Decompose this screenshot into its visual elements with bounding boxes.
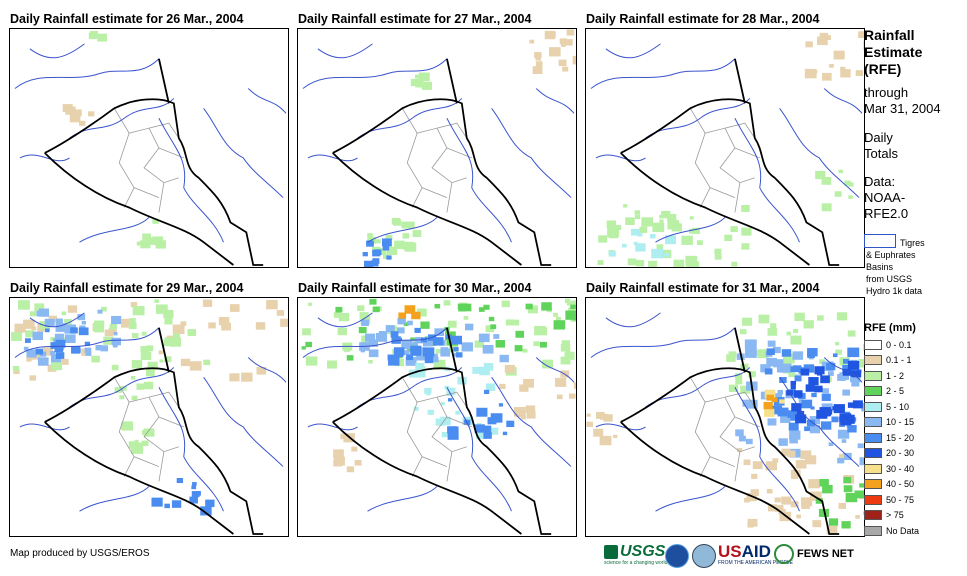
basin-legend-line-1: Tigres [900, 238, 925, 248]
legend-label: 0 - 0.1 [886, 339, 912, 350]
basin-legend-line-3: Basins [866, 262, 894, 272]
legend-label: 30 - 40 [886, 463, 915, 474]
legend-item: 0 - 0.1 [864, 338, 912, 351]
legend-item: 0.1 - 1 [864, 354, 912, 367]
legend-item: No Data [864, 524, 919, 537]
sidebar-date: Mar 31, 2004 [864, 101, 941, 116]
legend-swatch [864, 510, 882, 520]
legend-item: 30 - 40 [864, 462, 914, 475]
legend-swatch [864, 432, 882, 443]
legend-swatch [864, 339, 882, 350]
legend-swatch [864, 401, 882, 412]
rainfall-map-graphic [301, 298, 576, 535]
rainfall-map-graphic [302, 29, 576, 267]
usgs-wave-icon [604, 545, 618, 559]
usaid-logo: USAID FROM THE AMERICAN PEOPLE [718, 542, 793, 566]
panel-26-title: Daily Rainfall estimate for 26 Mar., 200… [10, 12, 244, 26]
legend-swatch [864, 417, 882, 427]
panel-31-title: Daily Rainfall estimate for 31 Mar., 200… [586, 281, 820, 295]
legend-item: 5 - 10 [864, 400, 909, 413]
map-credit: Map produced by USGS/EROS [10, 548, 150, 559]
sidebar-daily: Daily [864, 130, 893, 145]
legend-title: RFE (mm) [864, 322, 916, 334]
legend-label: 5 - 10 [886, 401, 910, 412]
sidebar-title-line-2: Estimate [864, 44, 923, 60]
map-panel-27 [297, 28, 577, 268]
legend-label: 20 - 30 [886, 448, 915, 458]
fews-net-logo: FEWS NET [797, 548, 854, 560]
usaid-logo-us: US [718, 542, 742, 561]
sidebar-data-label: Data: [864, 174, 896, 189]
legend-item: 15 - 20 [864, 431, 914, 444]
doi-seal-icon [692, 544, 716, 568]
fews-globe-icon [774, 544, 794, 564]
legend-label: > 75 [886, 510, 904, 520]
legend-label: 50 - 75 [886, 494, 915, 505]
usaid-tagline: FROM THE AMERICAN PEOPLE [718, 560, 793, 566]
panel-30-title: Daily Rainfall estimate for 30 Mar., 200… [298, 281, 532, 295]
sidebar-title-line-1: Rainfall [864, 27, 915, 43]
legend-swatch [864, 355, 882, 365]
legend-label: 10 - 15 [886, 417, 915, 427]
basin-legend-line-2: & Euphrates [866, 250, 916, 260]
basin-legend-line-5: Hydro 1k data [866, 286, 923, 296]
sidebar-title: Rainfall Estimate (RFE) [864, 27, 922, 78]
legend-label: 0.1 - 1 [886, 355, 912, 365]
legend-swatch [864, 479, 882, 489]
usgs-tagline: science for a changing world [604, 560, 668, 566]
legend-swatch [864, 494, 882, 505]
sidebar-totals: Totals [864, 146, 898, 161]
legend-label: 40 - 50 [886, 479, 915, 489]
panel-29-title: Daily Rainfall estimate for 29 Mar., 200… [10, 281, 244, 295]
map-panel-29 [9, 297, 289, 537]
legend-item: 1 - 2 [864, 369, 904, 382]
legend-item: 50 - 75 [864, 493, 914, 506]
sidebar-data-source-1: NOAA- [864, 190, 906, 205]
noaa-logo-icon [665, 544, 689, 568]
map-panel-28 [585, 28, 865, 268]
legend-swatch [864, 448, 882, 458]
legend-item: > 75 [864, 509, 904, 522]
legend-swatch [864, 463, 882, 474]
usgs-logo-text: USGS [620, 543, 666, 560]
legend-label: 2 - 5 [886, 386, 905, 396]
map-panel-26 [9, 28, 289, 268]
map-panel-31 [585, 297, 865, 537]
basin-legend-line-4: from USGS [866, 274, 913, 284]
panel-27-title: Daily Rainfall estimate for 27 Mar., 200… [298, 12, 532, 26]
legend-label: 1 - 2 [886, 370, 905, 381]
legend-item: 2 - 5 [864, 385, 904, 398]
map-panel-30 [297, 297, 577, 537]
legend-swatch [864, 370, 882, 381]
sidebar-data-source-2: RFE2.0 [864, 206, 909, 221]
basin-legend-swatch [864, 234, 896, 248]
legend-item: 20 - 30 [864, 447, 914, 460]
panel-28-title: Daily Rainfall estimate for 28 Mar., 200… [586, 12, 820, 26]
usaid-logo-aid: AID [741, 542, 771, 561]
legend-item: 10 - 15 [864, 416, 914, 429]
sidebar-title-line-3: (RFE) [864, 61, 902, 77]
legend-label: No Data [886, 525, 920, 536]
rainfall-map-graphic [11, 299, 288, 535]
rainfall-map-graphic [590, 31, 864, 267]
rainfall-map-graphic [14, 30, 287, 266]
sidebar-through: through [864, 85, 909, 100]
usgs-logo: USGS science for a changing world [604, 543, 667, 566]
rainfall-map-graphic [586, 312, 864, 535]
legend-swatch [864, 386, 882, 396]
legend-label: 15 - 20 [886, 432, 915, 443]
legend-swatch [864, 525, 882, 536]
legend-item: 40 - 50 [864, 478, 914, 491]
